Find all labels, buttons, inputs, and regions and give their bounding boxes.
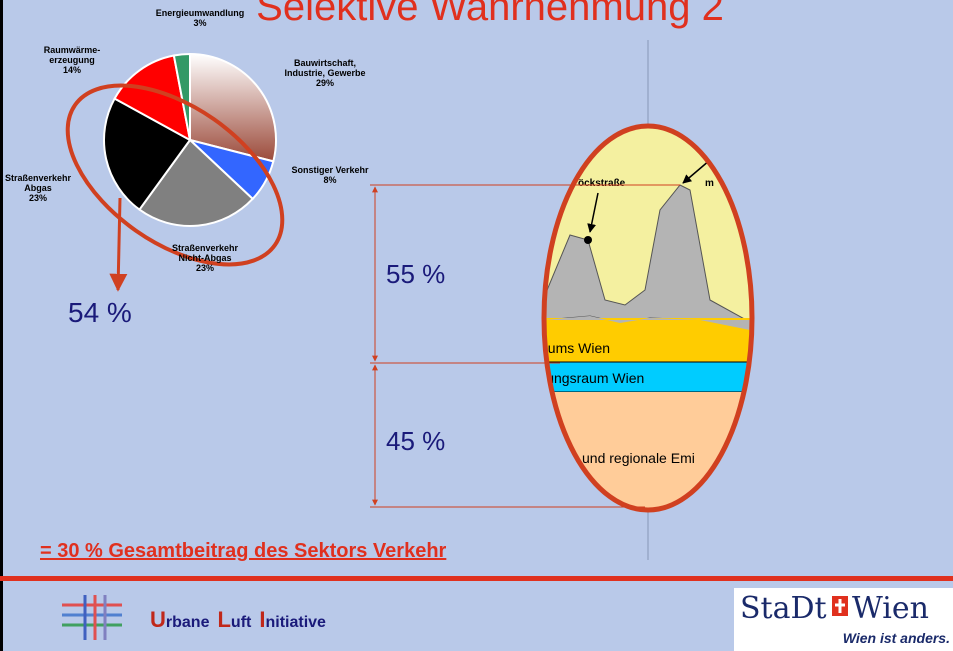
value-label: 14% (44, 65, 101, 75)
category-label: Sonstiger Verkehr (291, 165, 368, 175)
share-label: 54 % (68, 297, 132, 328)
initial: L (217, 607, 230, 632)
profile-label: m (705, 178, 714, 189)
slogan: Wien ist anders. (843, 630, 950, 646)
word-rest: rbane (166, 614, 210, 631)
value-label: 3% (156, 18, 245, 28)
profile-label: llungsraum Wien (540, 370, 644, 386)
share-label: 55 % (386, 259, 445, 289)
share-label: 45 % (386, 426, 445, 456)
category-label: Straßenverkehr Abgas (5, 173, 71, 193)
value-label: 29% (284, 78, 365, 88)
profile-label: aums Wien (540, 340, 610, 356)
profile-label: und regionale Emi (582, 450, 695, 466)
initial: U (150, 607, 166, 632)
pie (104, 54, 276, 226)
logo-text: Wien (852, 591, 929, 626)
footer-rule (0, 576, 953, 581)
word-rest: uft (231, 614, 252, 631)
slide-title: Selektive Wahrnehmung 2 (256, 0, 724, 29)
category-label: Straßenverkehr Nicht-Abgas (172, 243, 238, 263)
word-rest: nitiative (265, 614, 326, 631)
slide: Selektive Wahrnehmung 2 54 % öckstraße m… (0, 0, 953, 651)
value-label: 8% (291, 175, 368, 185)
logo-text: StaDt (740, 591, 827, 626)
value-label: 23% (172, 263, 238, 273)
summary: = 30 % Gesamtbeitrag des Sektors Verkehr (40, 540, 447, 562)
category-label: Raumwärme- erzeugung (44, 45, 101, 65)
left-border (0, 0, 3, 651)
value-label: 23% (5, 193, 71, 203)
initiative-logo (62, 595, 122, 640)
category-label: Energieumwandlung (156, 8, 245, 18)
category-label: Bauwirtschaft, Industrie, Gewerbe (284, 58, 365, 78)
profile-label: öckstraße (578, 178, 626, 189)
arrow (118, 198, 120, 290)
canvas: Selektive Wahrnehmung 2 54 % öckstraße m… (0, 0, 953, 651)
